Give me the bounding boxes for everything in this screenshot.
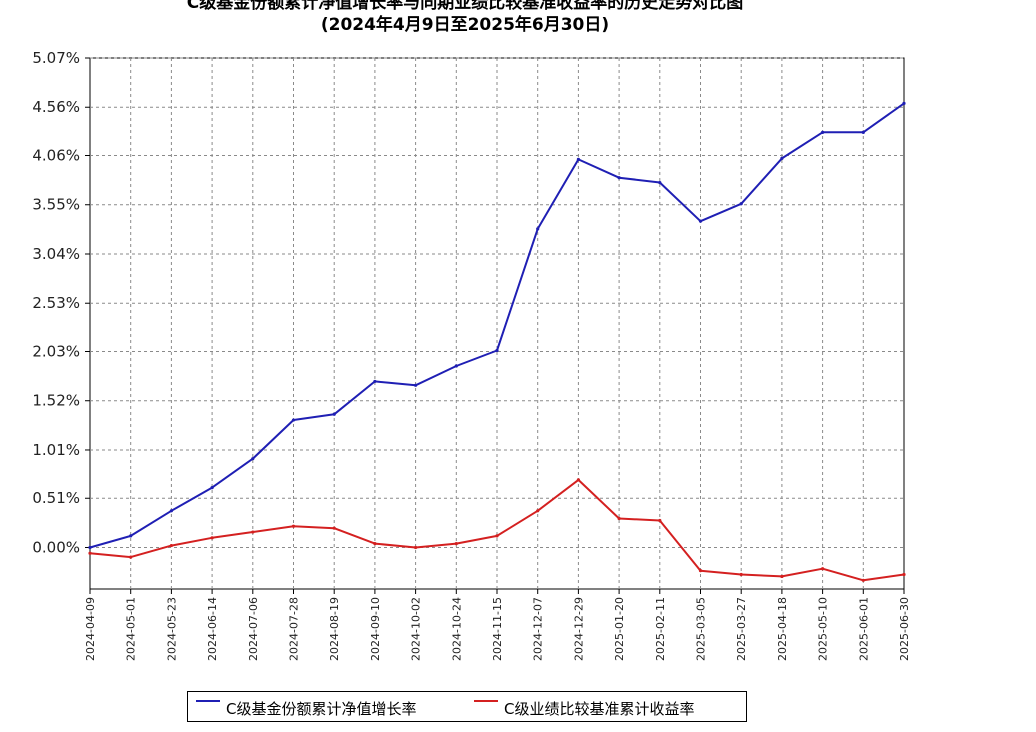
y-tick-label: 4.06% — [32, 147, 80, 165]
data-point — [536, 509, 540, 513]
y-tick-label: 3.55% — [32, 196, 80, 214]
data-point — [454, 542, 458, 546]
x-tick-label: 2025-03-05 — [695, 597, 708, 661]
legend-swatch-series-2 — [474, 700, 498, 702]
x-tick-label: 2024-09-10 — [369, 597, 382, 661]
data-point — [536, 227, 540, 231]
x-tick-label: 2024-06-14 — [206, 597, 219, 661]
x-tick-label: 2025-06-30 — [898, 597, 911, 661]
y-tick-label: 5.07% — [32, 49, 80, 67]
y-tick-label: 3.04% — [32, 245, 80, 263]
data-point — [495, 534, 499, 538]
x-tick-label: 2025-06-01 — [857, 597, 870, 661]
data-point — [454, 364, 458, 368]
x-tick-label: 2025-04-18 — [776, 597, 789, 661]
data-point — [291, 524, 296, 528]
x-tick-label: 2024-07-06 — [247, 597, 260, 661]
legend-label-series-2: C级业绩比较基准累计收益率 — [504, 700, 695, 718]
data-point — [251, 457, 255, 461]
legend-swatch-series-1 — [196, 700, 220, 702]
data-point — [88, 545, 92, 550]
data-point — [414, 383, 418, 387]
x-tick-label: 2025-02-11 — [654, 597, 667, 661]
y-tick-label: 2.03% — [32, 342, 80, 360]
data-point — [617, 176, 621, 180]
data-point — [698, 569, 703, 573]
data-point — [169, 543, 173, 548]
chart-subtitle: (2024年4月9日至2025年6月30日) — [320, 15, 610, 35]
data-point — [780, 156, 784, 161]
y-tick-label: 0.00% — [32, 538, 80, 556]
data-point — [291, 418, 296, 422]
data-point — [698, 219, 703, 223]
data-point — [251, 530, 255, 534]
data-point — [861, 130, 865, 134]
x-tick-label: 2024-05-23 — [165, 597, 178, 661]
y-tick-label: 1.52% — [32, 392, 80, 410]
data-point — [373, 379, 377, 384]
data-point — [780, 574, 784, 579]
x-tick-label: 2024-12-29 — [572, 597, 585, 661]
y-tick-label: 2.53% — [32, 294, 80, 312]
x-tick-label: 2024-05-01 — [125, 597, 138, 661]
data-point — [902, 572, 906, 577]
data-point — [658, 518, 662, 523]
x-tick-label: 2025-03-27 — [735, 597, 748, 661]
data-point — [576, 157, 581, 161]
x-tick-label: 2024-04-09 — [84, 597, 97, 661]
x-tick-label: 2025-01-20 — [613, 597, 626, 661]
data-point — [332, 412, 336, 416]
data-point — [495, 348, 499, 353]
data-point — [821, 567, 825, 571]
x-tick-label: 2024-11-15 — [491, 597, 504, 661]
data-point — [576, 478, 581, 482]
data-point — [739, 572, 743, 577]
data-point — [373, 542, 377, 546]
chart-title: C级基金份额累计净值增长率与同期业绩比较基准收益率的历史走势对比图 — [186, 0, 744, 13]
data-point — [821, 130, 825, 134]
x-tick-label: 2024-07-28 — [288, 597, 301, 661]
x-tick-label: 2024-10-02 — [410, 597, 423, 661]
legend: C级基金份额累计净值增长率 C级业绩比较基准累计收益率 — [187, 691, 747, 722]
x-tick-label: 2024-08-19 — [328, 597, 341, 661]
data-point — [210, 486, 214, 490]
data-point — [658, 180, 662, 185]
data-point — [210, 536, 214, 540]
x-tick-label: 2024-12-07 — [532, 597, 545, 661]
data-point — [88, 551, 92, 555]
data-point — [414, 545, 418, 550]
y-tick-label: 4.56% — [32, 98, 80, 116]
y-tick-label: 0.51% — [32, 489, 80, 507]
data-point — [129, 555, 133, 559]
data-point — [129, 534, 133, 538]
data-point — [861, 578, 865, 582]
y-tick-label: 1.01% — [32, 441, 80, 459]
legend-label-series-1: C级基金份额累计净值增长率 — [226, 700, 417, 718]
chart-title-block: C级基金份额累计净值增长率与同期业绩比较基准收益率的历史走势对比图 (2024年… — [0, 0, 930, 36]
x-tick-label: 2024-10-24 — [450, 597, 463, 661]
data-point — [332, 526, 336, 530]
data-point — [739, 202, 743, 206]
data-point — [902, 101, 906, 105]
data-point — [617, 516, 621, 521]
data-point — [169, 509, 173, 513]
x-tick-label: 2025-05-10 — [817, 597, 830, 661]
